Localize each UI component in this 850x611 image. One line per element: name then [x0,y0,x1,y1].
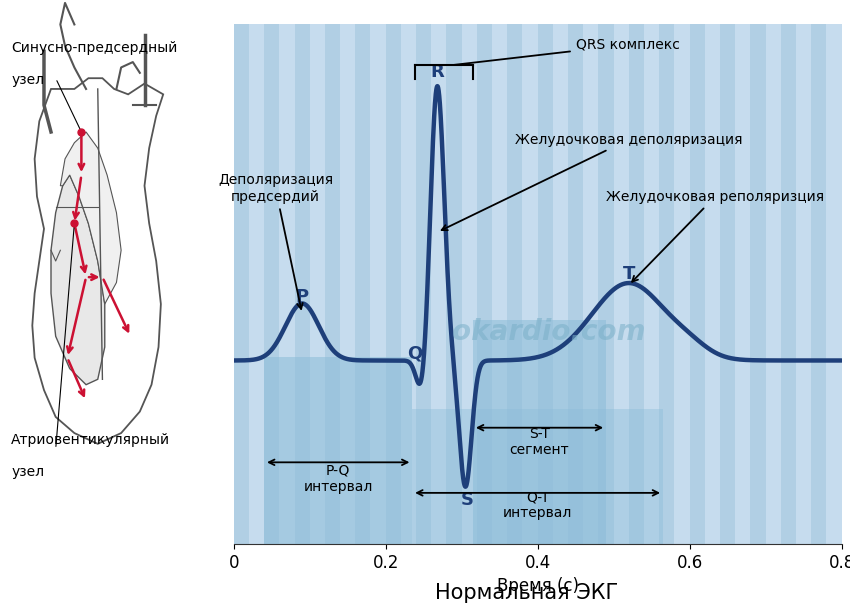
Bar [583,24,598,544]
Bar [766,24,780,544]
Text: узел: узел [11,73,44,87]
Bar [309,24,325,544]
X-axis label: Время (с): Время (с) [496,577,579,595]
Bar [386,24,401,544]
Bar [735,24,751,544]
Text: Q: Q [407,345,422,362]
Bar [568,24,583,544]
Bar [689,24,705,544]
Bar [780,24,796,544]
Bar [629,24,644,544]
Bar [751,24,766,544]
Bar [796,24,811,544]
Bar [537,24,553,544]
Bar [431,24,446,544]
Bar [614,24,629,544]
Bar [811,24,826,544]
Bar [473,321,606,544]
Bar [720,24,735,544]
Bar [416,24,431,544]
Text: S: S [462,491,474,509]
Bar [507,24,523,544]
Bar [598,24,614,544]
Text: Синусно-предсердный: Синусно-предсердный [11,40,178,54]
Text: okardio.com: okardio.com [452,318,646,346]
Bar [644,24,660,544]
Bar [249,24,264,544]
Bar [412,409,663,544]
Text: Деполяризация
предсердий: Деполяризация предсердий [218,174,333,309]
Bar [705,24,720,544]
Bar [295,24,309,544]
Bar [477,24,492,544]
Polygon shape [32,78,163,444]
Text: Атриовентикулярный: Атриовентикулярный [11,433,170,447]
Polygon shape [51,175,105,385]
Bar [492,24,507,544]
Bar [340,24,355,544]
Bar [234,24,249,544]
Text: S-T
сегмент: S-T сегмент [510,427,570,457]
Bar [401,24,416,544]
Bar [280,24,295,544]
Text: R: R [430,64,445,81]
Bar [826,24,842,544]
Bar [552,24,568,544]
Text: Нормальная ЭКГ: Нормальная ЭКГ [435,583,619,603]
Bar [355,24,371,544]
Bar [371,24,386,544]
Polygon shape [60,132,122,304]
Bar [462,24,477,544]
Text: P-Q
интервал: P-Q интервал [303,464,373,494]
Bar [523,24,537,544]
Bar [674,24,689,544]
Bar [264,357,412,544]
Text: P: P [296,288,309,306]
Text: Желудочковая реполяризция: Желудочковая реполяризция [606,189,824,282]
Bar [325,24,340,544]
Bar [660,24,674,544]
Text: узел: узел [11,466,44,480]
Text: Желудочковая деполяризация: Желудочковая деполяризация [442,133,742,230]
Text: Q-T
интервал: Q-T интервал [503,490,572,521]
Text: T: T [622,265,635,283]
Text: QRS комплекс: QRS комплекс [454,38,679,65]
Bar [264,24,280,544]
Bar [446,24,462,544]
